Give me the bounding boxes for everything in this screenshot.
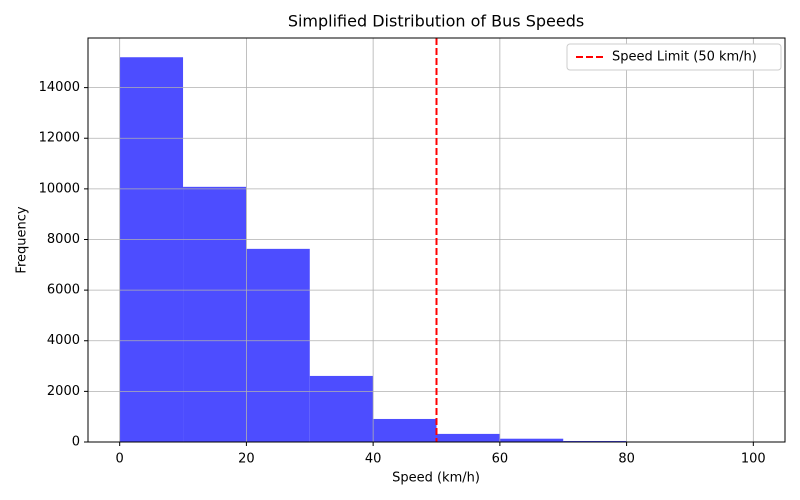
y-tick-label: 0	[72, 435, 80, 450]
x-tick-label: 100	[741, 452, 766, 467]
x-tick-label: 60	[492, 452, 509, 467]
y-tick-label: 8000	[47, 232, 80, 247]
x-tick-label: 40	[365, 452, 382, 467]
y-tick-label: 6000	[47, 283, 80, 298]
bar	[499, 438, 564, 442]
bar	[563, 440, 627, 442]
legend-box	[566, 43, 782, 71]
x-axis-label: Speed (km/h)	[392, 471, 480, 486]
x-tick-label: 0	[116, 452, 124, 467]
y-axis-label: Frequency	[15, 206, 30, 273]
bar	[183, 186, 247, 442]
y-tick-label: 2000	[47, 384, 80, 399]
y-tick-label: 4000	[47, 333, 80, 348]
bar	[119, 57, 184, 442]
chart-title: Simplified Distribution of Bus Speeds	[288, 12, 584, 31]
bar	[246, 248, 310, 442]
y-tick-label: 10000	[39, 181, 80, 196]
plot-frame	[87, 37, 786, 443]
y-tick-label: 12000	[39, 131, 80, 146]
x-tick-label: 20	[238, 452, 255, 467]
x-tick-label: 80	[618, 452, 635, 467]
y-tick-label: 14000	[39, 80, 80, 95]
bar	[373, 418, 437, 442]
legend-label: Speed Limit (50 km/h)	[612, 50, 757, 65]
bar	[436, 433, 500, 442]
bar	[309, 375, 374, 442]
